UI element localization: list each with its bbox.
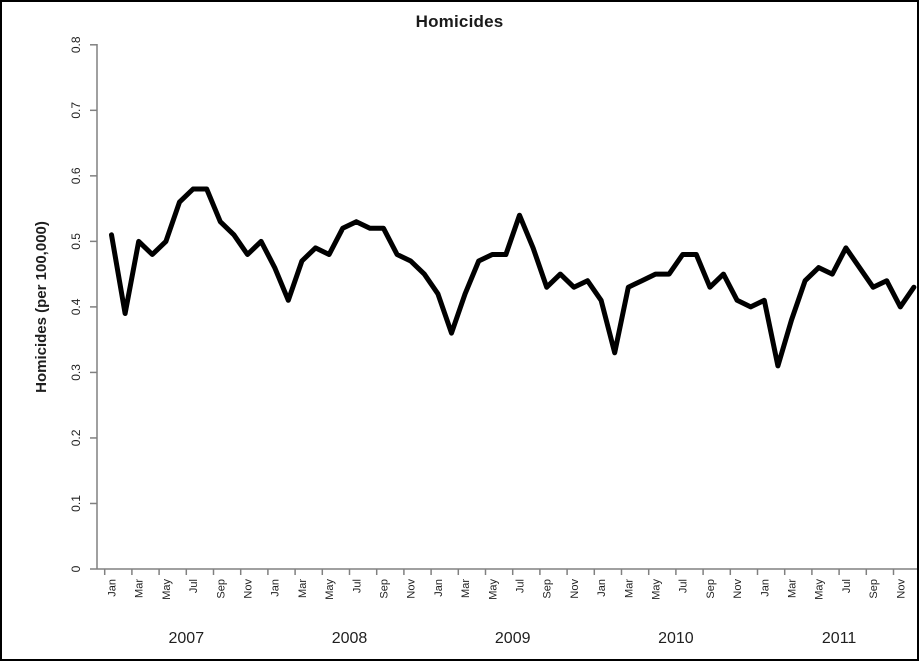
year-label-group: 2007 2008 2009 2010 2011 xyxy=(169,630,857,647)
x-tick-label: Nov xyxy=(732,579,744,599)
x-tick-label: Jul xyxy=(841,579,853,593)
x-tick-label: Mar xyxy=(787,579,799,598)
x-tick-label: Sep xyxy=(542,579,554,599)
x-tick-label: Jan xyxy=(107,579,119,597)
year-label: 2011 xyxy=(822,630,857,647)
y-tick-label: 0.7 xyxy=(69,102,83,119)
x-tick-label: May xyxy=(324,579,336,600)
x-tick-label: Jan xyxy=(759,579,771,597)
y-tick-label: 0.1 xyxy=(69,495,83,512)
x-tick-label: May xyxy=(814,579,826,600)
x-tick-label: Sep xyxy=(379,579,391,599)
x-tick-label: Jan xyxy=(596,579,608,597)
x-tick-label: Nov xyxy=(243,579,255,599)
chart-title: Homicides xyxy=(415,12,504,31)
y-tick-group: 0 0.1 0.2 0.3 0.4 0.5 0.6 0.7 0.8 xyxy=(69,36,97,572)
x-tick-label: May xyxy=(161,579,173,600)
year-label: 2010 xyxy=(658,630,694,647)
x-tick-label: Mar xyxy=(134,579,146,598)
y-tick-label: 0.2 xyxy=(69,429,83,446)
x-tick-label: Jul xyxy=(188,579,200,593)
homicides-line xyxy=(109,186,917,369)
y-tick-label: 0.8 xyxy=(69,36,83,53)
x-tick-label: Jul xyxy=(351,579,363,593)
series-group xyxy=(109,186,917,369)
year-label: 2007 xyxy=(169,630,205,647)
x-tick-label: Nov xyxy=(406,579,418,599)
y-tick-label: 0.3 xyxy=(69,364,83,381)
x-tick-label: Nov xyxy=(569,579,581,599)
y-tick-label: 0.4 xyxy=(69,298,83,315)
year-label: 2009 xyxy=(495,630,531,647)
x-tick-label: Mar xyxy=(623,579,635,598)
x-tick-label: May xyxy=(487,579,499,600)
x-tick-label: Mar xyxy=(460,579,472,598)
year-label: 2008 xyxy=(332,630,368,647)
y-axis-title: Homicides (per 100,000) xyxy=(33,221,50,393)
y-tick-label: 0.6 xyxy=(69,167,83,184)
y-tick-label: 0 xyxy=(69,565,83,572)
x-tick-label: Sep xyxy=(868,579,880,599)
x-tick-label: Jan xyxy=(433,579,445,597)
x-tick-label: Jul xyxy=(515,579,527,593)
x-tick-label: Sep xyxy=(705,579,717,599)
x-tick-label: Sep xyxy=(215,579,227,599)
x-tick-label: Jul xyxy=(678,579,690,593)
x-tick-label: Nov xyxy=(895,579,907,599)
x-tick-label: Jan xyxy=(270,579,282,597)
x-tick-label: May xyxy=(651,579,663,600)
x-tick-label: Mar xyxy=(297,579,309,598)
x-tick-group: Jan Mar May Jul Sep Nov Jan Mar May Jul Sep Nov Jan M… xyxy=(103,569,907,600)
y-tick-label: 0.5 xyxy=(69,233,83,250)
